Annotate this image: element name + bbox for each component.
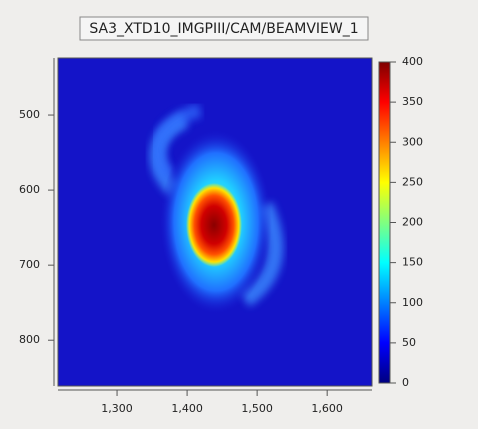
x-tick-label: 1,400 (171, 402, 203, 415)
colorbar-tick-label: 50 (402, 336, 416, 349)
colorbar-tick-label: 300 (402, 135, 423, 148)
plot-frame (57, 57, 373, 387)
title-box (79, 16, 369, 41)
x-tick-label: 1,500 (241, 402, 273, 415)
colorbar-tick-label: 400 (402, 55, 423, 68)
colorbar-tick-label: 250 (402, 175, 423, 188)
y-tick-label: 700 (19, 258, 40, 271)
y-tick-label: 800 (19, 333, 40, 346)
chart-title: SA3_XTD10_IMGPIII/CAM/BEAMVIEW_1 (89, 21, 358, 37)
colorbar-tick-label: 100 (402, 296, 423, 309)
y-tick-label: 600 (19, 183, 40, 196)
colorbar-tick-label: 0 (402, 376, 409, 389)
colorbar-tick-label: 200 (402, 216, 423, 229)
x-tick-label: 1,300 (101, 402, 133, 415)
colorbar-tick-label: 350 (402, 95, 423, 108)
colorbar-tick-label: 150 (402, 256, 423, 269)
y-tick-label: 500 (19, 108, 40, 121)
colorbar (378, 61, 391, 384)
x-tick-label: 1,600 (311, 402, 343, 415)
beam-image (58, 58, 372, 386)
